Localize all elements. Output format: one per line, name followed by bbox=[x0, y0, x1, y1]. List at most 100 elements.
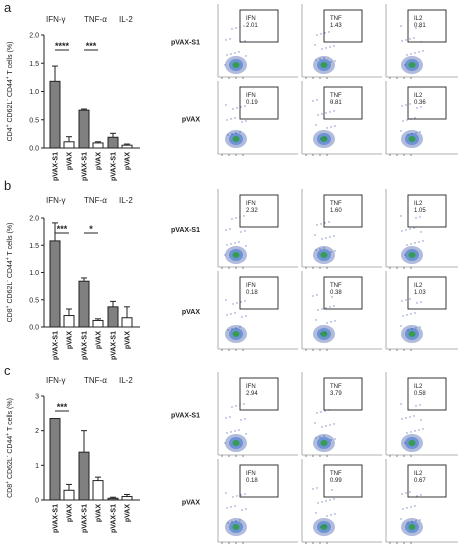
gate-name: IFN bbox=[246, 93, 256, 99]
bar-label: pVAX bbox=[96, 331, 103, 349]
flow-event bbox=[331, 101, 333, 103]
gate-name: IFN bbox=[246, 471, 256, 477]
flow-event bbox=[414, 52, 416, 54]
gate-name: TNF bbox=[330, 201, 342, 207]
gate-value: 0.36 bbox=[414, 100, 426, 106]
flow-event bbox=[324, 525, 326, 527]
flow-event bbox=[244, 105, 246, 107]
flow-event bbox=[329, 236, 331, 238]
gate-value: 1.03 bbox=[414, 290, 426, 296]
flow-event bbox=[226, 507, 228, 509]
y-axis-label: CD8+ CD62L- CD44+ T cells (%) bbox=[5, 398, 14, 498]
flow-event bbox=[226, 119, 228, 121]
bar bbox=[121, 144, 133, 149]
bar bbox=[107, 306, 119, 328]
flow-event bbox=[330, 61, 332, 63]
bar-label: pVAX-S1 bbox=[53, 331, 60, 360]
panel-letter: b bbox=[4, 178, 11, 193]
flow-event bbox=[315, 124, 317, 126]
flow-event bbox=[406, 507, 408, 509]
flow-event bbox=[410, 431, 412, 433]
gate-name: IL2 bbox=[414, 93, 423, 99]
flow-event bbox=[320, 411, 322, 413]
flow-event bbox=[231, 406, 233, 408]
flow-event bbox=[414, 312, 416, 314]
flow-event bbox=[401, 300, 403, 302]
flow-event bbox=[225, 104, 227, 106]
flow-event bbox=[230, 313, 232, 315]
bar bbox=[78, 109, 90, 149]
flow-gate bbox=[407, 464, 447, 498]
y-axis-label-part: T cells (%) bbox=[7, 42, 14, 77]
flow-event bbox=[420, 106, 422, 108]
flow-population bbox=[320, 524, 328, 530]
flow-event bbox=[316, 412, 318, 414]
gate-value: 0.81 bbox=[330, 100, 342, 106]
flow-event bbox=[245, 315, 247, 317]
y-axis-label-part: CD44 bbox=[7, 436, 14, 456]
y-axis-label-part: CD44 bbox=[7, 79, 14, 99]
flow-event bbox=[240, 231, 242, 233]
flow-row-label: pVAX bbox=[182, 117, 200, 124]
flow-event bbox=[317, 114, 319, 116]
flow-event bbox=[416, 107, 418, 109]
flow-event bbox=[229, 228, 231, 230]
gate-name: TNF bbox=[330, 93, 342, 99]
y-axis-label-part: + bbox=[5, 124, 11, 127]
flow-population bbox=[232, 440, 240, 446]
flow-event bbox=[334, 513, 336, 515]
flow-event bbox=[333, 423, 335, 425]
flow-event bbox=[226, 244, 228, 246]
flow-gate bbox=[239, 86, 279, 120]
flow-gate bbox=[407, 377, 447, 411]
flow-event bbox=[420, 231, 422, 233]
y-axis-label: CD4+ CD62L- CD44+ T cells (%) bbox=[5, 42, 14, 142]
flow-event bbox=[231, 133, 233, 135]
flow-gate bbox=[407, 86, 447, 120]
y-axis-label-part: CD8 bbox=[7, 308, 14, 322]
flow-event bbox=[409, 228, 411, 230]
flow-event bbox=[230, 431, 232, 433]
flow-event bbox=[232, 496, 234, 498]
flow-event bbox=[401, 230, 403, 232]
bar bbox=[92, 142, 104, 149]
gate-value: 2.32 bbox=[246, 208, 258, 214]
bar bbox=[63, 489, 75, 501]
flow-event bbox=[315, 59, 317, 61]
flow-event bbox=[316, 224, 318, 226]
flow-population bbox=[408, 62, 416, 68]
gate-value: 1.05 bbox=[414, 208, 426, 214]
panel-letter: c bbox=[4, 363, 11, 378]
flow-event bbox=[414, 242, 416, 244]
flow-event bbox=[230, 506, 232, 508]
gate-value: 2.01 bbox=[246, 23, 258, 29]
flow-event bbox=[415, 405, 417, 407]
bar-label: pVAX bbox=[67, 331, 74, 349]
flow-gate bbox=[239, 276, 279, 310]
flow-event bbox=[411, 133, 413, 135]
bar bbox=[49, 240, 61, 328]
group-heading: IL-2 bbox=[119, 376, 133, 385]
bar-label: pVAX bbox=[96, 152, 103, 170]
flow-event bbox=[320, 138, 322, 140]
flow-population bbox=[320, 62, 328, 68]
flow-event bbox=[229, 38, 231, 40]
flow-event bbox=[415, 132, 417, 134]
flow-event bbox=[420, 301, 422, 303]
gate-name: IFN bbox=[246, 283, 256, 289]
flow-event bbox=[243, 215, 245, 217]
significance-stars: *** bbox=[57, 224, 68, 234]
flow-event bbox=[317, 502, 319, 504]
flow-event bbox=[227, 522, 229, 524]
flow-event bbox=[400, 130, 402, 132]
flow-event bbox=[413, 37, 415, 39]
flow-event bbox=[409, 298, 411, 300]
significance-stars: *** bbox=[57, 402, 68, 412]
flow-event bbox=[319, 436, 321, 438]
flow-event bbox=[402, 120, 404, 122]
y-tick-label: 0 bbox=[35, 498, 39, 505]
flow-event bbox=[227, 134, 229, 136]
y-tick-label: 0.5 bbox=[29, 117, 39, 124]
flow-event bbox=[422, 50, 424, 52]
